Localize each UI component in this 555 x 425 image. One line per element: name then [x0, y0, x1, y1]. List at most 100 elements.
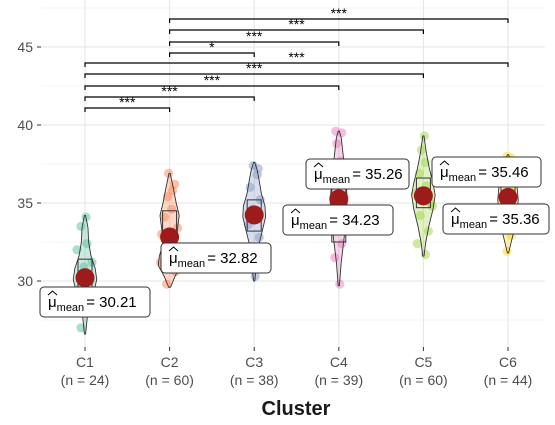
significance-label: ***	[119, 94, 136, 110]
mean-value: = 35.26	[352, 166, 402, 183]
y-tick-label: 40	[17, 117, 33, 133]
bracket-line	[84, 96, 255, 101]
significance-label: ***	[246, 28, 263, 44]
mean-subscript: mean	[323, 174, 351, 186]
hat-accent	[290, 208, 301, 214]
mean-label-box	[305, 158, 410, 190]
bracket-C1-C3: ***	[84, 83, 255, 101]
mean-label-box	[431, 156, 542, 188]
mean-label-text: μmean = 30.21	[48, 294, 137, 314]
mean-point	[413, 186, 433, 206]
mean-label-box	[160, 242, 272, 274]
y-tick-label: 30	[17, 273, 33, 289]
data-point	[416, 145, 426, 155]
mean-label-C2: μmean = 32.82	[160, 242, 272, 274]
data-point	[167, 204, 177, 214]
mu-symbol: μ	[451, 211, 460, 228]
mu-symbol: μ	[440, 164, 449, 181]
mu-symbol: μ	[169, 250, 178, 267]
x-tick-n-label: (n = 60)	[399, 372, 448, 388]
mean-label-box	[442, 203, 550, 235]
hat-accent	[168, 246, 179, 252]
mean-subscript: mean	[449, 172, 477, 184]
data-point	[330, 253, 340, 263]
data-point	[162, 279, 172, 289]
mean-label-C5: μmean = 35.46	[431, 156, 542, 188]
mu-symbol: μ	[48, 294, 57, 311]
mean-point	[329, 189, 349, 209]
significance-label: ***	[246, 60, 263, 76]
mean-label-C6: μmean = 35.36	[442, 203, 550, 235]
bracket-C1-C5: ***	[84, 60, 424, 78]
bracket-line	[169, 18, 509, 23]
bracket-line	[169, 52, 255, 57]
y-axis: 30 35 40 45	[17, 39, 41, 289]
x-tick-n-label: (n = 39)	[314, 372, 363, 388]
mean-value: = 35.36	[489, 211, 539, 228]
mean-label-C4: μmean = 35.26	[305, 158, 410, 190]
bracket-C2-C5: ***	[169, 16, 424, 34]
x-tick-label: C2	[161, 354, 179, 370]
x-tick-label: C5	[414, 354, 432, 370]
mean-subscript: mean	[300, 220, 328, 232]
mean-label-text: μmean = 32.82	[169, 250, 258, 270]
mean-label-C1: μmean = 30.21	[39, 286, 151, 318]
bracket-C2-C3: *	[169, 39, 255, 57]
bracket-C2-C6: ***	[169, 5, 509, 23]
x-tick-label: C4	[330, 354, 348, 370]
mean-subscript: mean	[57, 302, 85, 314]
bracket-line	[169, 29, 424, 34]
significance-label: ***	[331, 5, 348, 21]
mean-label-text: μmean = 34.23	[291, 212, 380, 232]
mean-point	[244, 205, 264, 225]
significance-label: ***	[204, 72, 221, 88]
hat-accent	[450, 207, 461, 213]
significance-brackets: *************************	[84, 5, 509, 112]
data-point	[163, 192, 173, 202]
cluster-C3	[242, 160, 267, 282]
bracket-C1-C4: ***	[84, 72, 340, 90]
data-point	[415, 210, 425, 221]
x-tick-n-label: (n = 24)	[61, 372, 110, 388]
mean-label-text: μmean = 35.36	[451, 211, 540, 231]
y-tick-label: 35	[17, 195, 33, 211]
bracket-C1-C6: ***	[84, 49, 509, 67]
mean-point	[498, 187, 518, 207]
mean-subscript: mean	[460, 219, 488, 231]
mu-symbol: μ	[314, 166, 323, 183]
mean-label-text: μmean = 35.46	[440, 164, 529, 184]
x-tick-n-label: (n = 60)	[145, 372, 194, 388]
mean-point	[160, 227, 180, 247]
mean-value: = 30.21	[86, 294, 136, 311]
x-tick-label: C3	[245, 354, 263, 370]
significance-label: *	[209, 39, 215, 55]
mean-value: = 35.46	[478, 164, 528, 181]
data-point	[332, 139, 342, 149]
x-axis-title: Cluster	[262, 398, 331, 420]
x-tick-label: C1	[76, 354, 94, 370]
hat-accent	[439, 160, 450, 166]
y-tick-label: 45	[17, 39, 33, 55]
significance-label: ***	[288, 49, 305, 65]
data-point	[423, 226, 433, 236]
mean-subscript: mean	[178, 258, 206, 270]
data-point	[76, 221, 86, 231]
hat-accent	[313, 162, 324, 168]
cluster-C5	[410, 131, 437, 260]
significance-label: ***	[161, 83, 178, 99]
data-point	[168, 185, 178, 196]
bracket-line	[84, 62, 509, 67]
mean-point	[75, 268, 95, 288]
bracket-line	[84, 73, 424, 78]
mu-symbol: μ	[291, 212, 300, 229]
data-point	[412, 238, 422, 249]
mean-label-C3: μmean = 34.23	[282, 204, 394, 236]
bracket-line	[84, 85, 340, 90]
x-axis: C1 (n = 24) C2 (n = 60) C3 (n = 38) C4 (n = 39)…	[61, 347, 532, 388]
mean-label-box	[39, 286, 151, 318]
x-tick-n-label: (n = 38)	[230, 372, 279, 388]
mean-value: = 34.23	[329, 212, 379, 229]
bracket-line	[84, 107, 171, 112]
